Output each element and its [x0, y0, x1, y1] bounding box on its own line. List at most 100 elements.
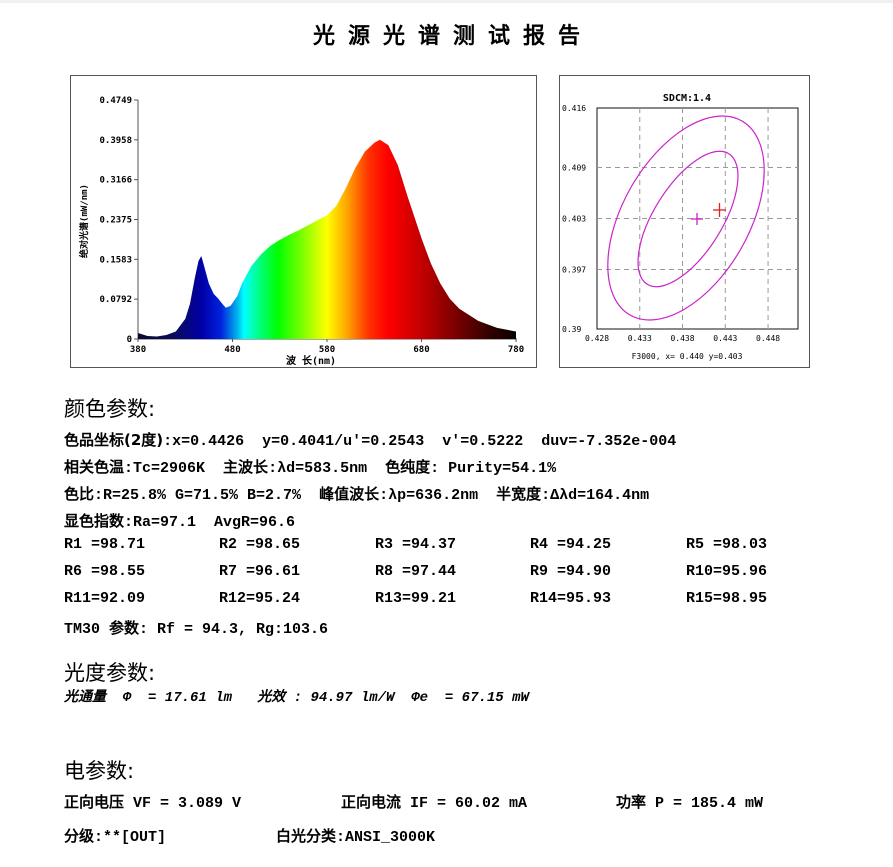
- svg-text:0.438: 0.438: [670, 334, 694, 343]
- color-ratio-value: :R=25.8% G=71.5% B=2.7%: [94, 487, 320, 504]
- efficacy-value: : 94.97 lm/W Φe = 67.15 mW: [285, 690, 529, 706]
- electrical-heading: 电参数:: [64, 759, 135, 783]
- dominant-wavelength-value: :λd=583.5nm: [268, 460, 386, 477]
- power-label: 功率: [616, 793, 647, 811]
- ri-cell: R9 =94.90: [530, 563, 612, 580]
- svg-text:0.448: 0.448: [756, 334, 780, 343]
- ri-row: R11=92.09 R12=95.24 R13=99.21 R14=95.93 …: [64, 590, 824, 617]
- svg-text:680: 680: [413, 345, 429, 355]
- tm30-params-label: 参数: [109, 619, 140, 637]
- svg-text:0.1583: 0.1583: [99, 255, 132, 265]
- sdcm-caption: F3000, x= 0.440 y=0.403: [632, 352, 743, 361]
- ri-cell: R1 =98.71: [64, 536, 146, 553]
- tm30-value: : Rf = 94.3, Rg:103.6: [139, 621, 329, 638]
- inner-sdcm-ellipse: [637, 150, 739, 288]
- forward-voltage: 正向电压 VF = 3.089 V: [64, 791, 241, 812]
- spectrum-y-label: 绝对光谱(mW/nm): [78, 184, 90, 258]
- color-params-heading: 颜色参数:: [64, 397, 156, 421]
- chromaticity-value: :x=0.4426 y=0.4041/u'=0.2543 v'=0.5222 d…: [163, 433, 677, 450]
- ri-values-grid: R1 =98.71 R2 =98.65 R3 =94.37 R4 =94.25 …: [64, 536, 824, 617]
- white-class: 白光分类:ANSI_3000K: [276, 825, 435, 846]
- svg-text:0.443: 0.443: [713, 334, 737, 343]
- svg-text:0.433: 0.433: [628, 334, 652, 343]
- svg-text:0: 0: [127, 335, 132, 345]
- grade-label: 分级: [64, 827, 95, 845]
- efficacy-label: 光效: [257, 689, 286, 705]
- ri-cell: R15=98.95: [686, 590, 768, 607]
- svg-text:0.409: 0.409: [562, 164, 586, 173]
- measured-point-cross-icon: [713, 203, 726, 217]
- forward-current: 正向电流 IF = 60.02 mA: [341, 791, 527, 812]
- dominant-wavelength-label: 主波长: [223, 458, 269, 476]
- luminous-flux-value: Φ = 17.61 lm: [106, 690, 258, 706]
- ri-cell: R12=95.24: [219, 590, 301, 607]
- svg-text:0.403: 0.403: [562, 215, 586, 224]
- cct-label: 相关色温: [64, 458, 125, 476]
- spectrum-chart: 0 0.0792 0.1583 0.2375 0.3166 0.3958 0.4749 38…: [78, 96, 524, 367]
- grade-value: :**[OUT]: [94, 829, 167, 846]
- spectrum-x-ticks: 380 480 580 680 780: [130, 339, 524, 355]
- target-point-cross-icon: [691, 213, 703, 225]
- svg-text:0.3166: 0.3166: [99, 176, 132, 186]
- ri-cell: R2 =98.65: [219, 536, 301, 553]
- outer-sdcm-ellipse: [607, 115, 765, 321]
- power-value: P = 185.4 mW: [646, 795, 764, 812]
- tm30-line: TM30 参数: Rf = 94.3, Rg:103.6: [64, 617, 328, 638]
- ri-cell: R10=95.96: [686, 563, 768, 580]
- ri-row: R6 =98.55 R7 =96.61 R8 =97.44 R9 =94.90 …: [64, 563, 824, 590]
- forward-current-label: 正向电流: [341, 793, 402, 811]
- svg-text:580: 580: [319, 345, 335, 355]
- peak-wavelength-value: :λp=636.2nm: [379, 487, 497, 504]
- grade: 分级:**[OUT]: [64, 825, 166, 846]
- svg-text:0.428: 0.428: [585, 334, 609, 343]
- fwhm-label: 半宽度: [496, 485, 542, 503]
- white-class-value: :ANSI_3000K: [336, 829, 436, 846]
- power: 功率 P = 185.4 mW: [616, 791, 763, 812]
- photometric-heading: 光度参数:: [64, 661, 156, 685]
- peak-wavelength-label: 峰值波长: [319, 485, 380, 503]
- svg-text:0.416: 0.416: [562, 104, 586, 113]
- cct-line: 相关色温:Tc=2906K 主波长:λd=583.5nm 色纯度: Purity…: [64, 456, 556, 477]
- svg-text:0.39: 0.39: [562, 325, 581, 334]
- white-class-label: 白光分类: [276, 827, 337, 845]
- ri-cell: R4 =94.25: [530, 536, 612, 553]
- color-ratio-label: 色比: [64, 485, 95, 503]
- purity-value: : Purity=54.1%: [430, 460, 557, 477]
- ri-cell: R8 =97.44: [375, 563, 457, 580]
- tm30-label: TM30: [64, 621, 110, 638]
- ri-cell: R3 =94.37: [375, 536, 457, 553]
- ri-cell: R6 =98.55: [64, 563, 146, 580]
- sdcm-chart-panel: SDCM:1.4 0.39 0.397 0.403 0.409 0.416 0.428 0…: [559, 75, 810, 368]
- svg-text:0.4749: 0.4749: [99, 96, 132, 106]
- luminous-flux-label: 光通量: [64, 689, 106, 705]
- svg-text:380: 380: [130, 345, 146, 355]
- chromaticity-label: 色品坐标(2度): [64, 431, 164, 449]
- ri-row: R1 =98.71 R2 =98.65 R3 =94.37 R4 =94.25 …: [64, 536, 824, 563]
- spectrum-x-label: 波 长(nm): [286, 354, 336, 367]
- ri-cell: R11=92.09: [64, 590, 146, 607]
- report-title: 光源光谱测试报告: [312, 24, 593, 49]
- fwhm-value: :Δλd=164.4nm: [541, 487, 650, 504]
- purity-label: 色纯度: [385, 458, 431, 476]
- sdcm-y-ticks: 0.39 0.397 0.403 0.409 0.416: [562, 104, 586, 334]
- cri-label: 显色指数: [64, 512, 125, 530]
- chromaticity-line: 色品坐标(2度):x=0.4426 y=0.4041/u'=0.2543 v'=…: [64, 429, 676, 450]
- cct-value: :Tc=2906K: [124, 460, 224, 477]
- sdcm-title: SDCM:1.4: [663, 93, 711, 104]
- spectrum-chart-panel: 0 0.0792 0.1583 0.2375 0.3166 0.3958 0.4749 38…: [70, 75, 537, 368]
- forward-current-value: IF = 60.02 mA: [401, 795, 528, 812]
- forward-voltage-value: VF = 3.089 V: [124, 795, 242, 812]
- color-ratio-line: 色比:R=25.8% G=71.5% B=2.7% 峰值波长:λp=636.2n…: [64, 483, 649, 504]
- svg-text:0.0792: 0.0792: [99, 295, 132, 305]
- spectrum-y-ticks: 0 0.0792 0.1583 0.2375 0.3166 0.3958 0.4749: [99, 96, 138, 345]
- cri-value: :Ra=97.1 AvgR=96.6: [124, 514, 296, 531]
- sdcm-x-ticks: 0.428 0.433 0.438 0.443 0.448: [585, 334, 780, 343]
- photometric-line: 光通量 Φ = 17.61 lm 光效 : 94.97 lm/W Φe = 67…: [64, 686, 529, 706]
- svg-text:0.3958: 0.3958: [99, 136, 132, 146]
- ri-cell: R5 =98.03: [686, 536, 768, 553]
- forward-voltage-label: 正向电压: [64, 793, 125, 811]
- svg-text:0.2375: 0.2375: [99, 215, 132, 225]
- svg-text:780: 780: [508, 345, 524, 355]
- ri-cell: R13=99.21: [375, 590, 457, 607]
